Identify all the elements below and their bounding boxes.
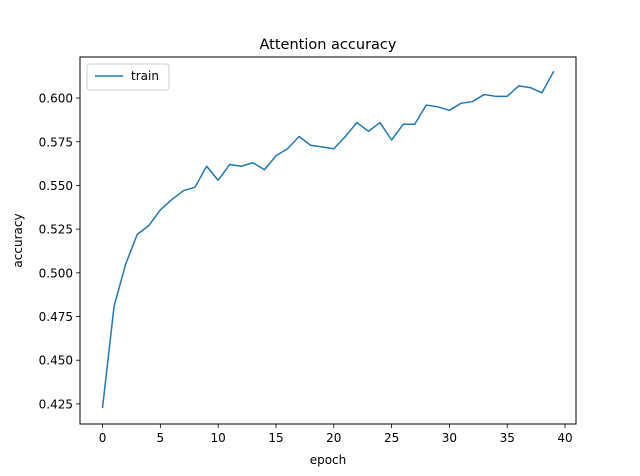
x-tick-label: 0 — [99, 431, 107, 445]
y-axis-label: accuracy — [11, 213, 25, 267]
x-tick-label: 20 — [326, 431, 341, 445]
series-layer — [101, 70, 555, 409]
x-tick-label: 25 — [384, 431, 399, 445]
y-tick-label: 0.575 — [39, 135, 73, 149]
x-axis-ticks: 0 5 10 15 20 25 30 35 40 — [99, 424, 573, 445]
x-tick-label: 40 — [557, 431, 572, 445]
legend-label-train: train — [131, 69, 159, 83]
y-tick-label: 0.550 — [39, 179, 73, 193]
series-line-train — [101, 70, 555, 409]
plot-area — [80, 57, 576, 424]
y-tick-label: 0.475 — [39, 310, 73, 324]
y-tick-label: 0.500 — [39, 266, 73, 280]
x-tick-label: 35 — [500, 431, 515, 445]
y-axis-ticks: 0.425 0.450 0.475 0.500 0.525 0.550 0.575 0.600 — [39, 92, 80, 411]
y-tick-label: 0.525 — [39, 223, 73, 237]
y-tick-label: 0.425 — [39, 397, 73, 411]
x-axis-label: epoch — [310, 453, 347, 467]
plot-frame — [79, 56, 577, 425]
y-tick-label: 0.600 — [39, 92, 73, 106]
x-tick-label: 5 — [157, 431, 165, 445]
x-tick-label: 10 — [211, 431, 226, 445]
x-tick-label: 15 — [268, 431, 283, 445]
legend: train — [86, 63, 170, 91]
legend-frame — [86, 63, 170, 91]
x-tick-label: 30 — [442, 431, 457, 445]
y-tick-label: 0.450 — [39, 354, 73, 368]
chart-title: Attention accuracy — [260, 37, 397, 53]
